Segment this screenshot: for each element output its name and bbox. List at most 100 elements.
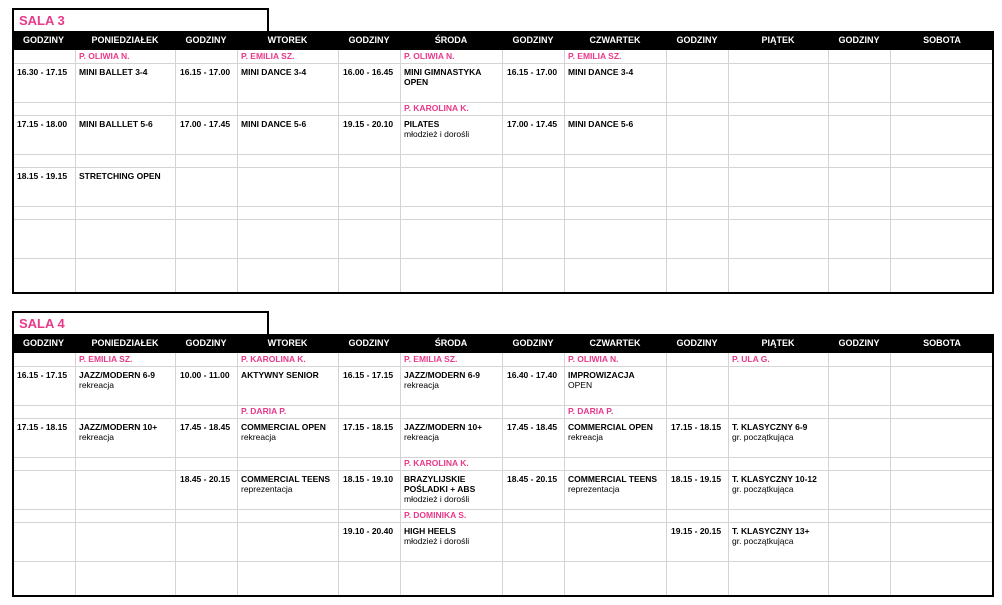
class-cell: JAZZ/MODERN 10+ rekreacja [75, 419, 175, 457]
class-name: JAZZ/MODERN 10+ [79, 422, 158, 432]
column-line [400, 50, 401, 292]
class-name: MINI BALLET 3-4 [79, 67, 148, 77]
class-cell: T. KLASYCZNY 13+ gr. początkująca [728, 523, 828, 561]
time: 19.10 - 20.40 [343, 526, 394, 536]
header-cell: GODZINY [512, 35, 554, 45]
class-cell: JAZZ/MODERN 6-9 rekreacja [75, 367, 175, 405]
row-line [14, 522, 992, 523]
row-line [14, 457, 992, 458]
time: 18.15 - 19.15 [17, 171, 68, 181]
row-line [14, 405, 992, 406]
class-name: HIGH HEELS [404, 526, 456, 536]
row-line [14, 258, 992, 259]
class-note: rekreacja [404, 432, 439, 442]
column-line [175, 353, 176, 595]
header-cell: ŚRODA [434, 35, 468, 45]
column-line [175, 50, 176, 292]
class-cell: T. KLASYCZNY 10-12 gr. początkująca [728, 471, 828, 509]
class-name: IMPROWIZACJA [568, 370, 635, 380]
class-name: JAZZ/MODERN 10+ [404, 422, 483, 432]
time: 16.15 - 17.15 [343, 370, 394, 380]
class-note: rekreacja [79, 432, 114, 442]
time: 17.15 - 18.00 [17, 119, 68, 129]
teacher: P. OLIWIA N. [79, 51, 130, 61]
row-line [14, 509, 992, 510]
header-cell: CZWARTEK [589, 35, 641, 45]
class-cell: COMMERCIAL OPEN rekreacja [237, 419, 338, 457]
teacher: P. EMILIA SZ. [79, 354, 133, 364]
column-line [890, 353, 891, 595]
header-cell: PIĄTEK [761, 35, 795, 45]
column-line [400, 353, 401, 595]
class-cell: COMMERCIAL OPEN rekreacja [564, 419, 666, 457]
header-cell: SOBOTA [923, 35, 961, 45]
time: 17.15 - 18.15 [343, 422, 394, 432]
column-line [890, 50, 891, 292]
class-name: T. KLASYCZNY 13+ [732, 526, 810, 536]
teacher: P. ULA G. [732, 354, 770, 364]
column-line [564, 353, 565, 595]
class-name: COMMERCIAL TEENS [241, 474, 331, 484]
header-cell: PONIEDZIAŁEK [91, 338, 159, 348]
class-note: młodzież i dorośli [404, 494, 470, 504]
time: 18.45 - 20.15 [180, 474, 231, 484]
column-line [666, 353, 667, 595]
column-line [75, 353, 76, 595]
row-line [14, 418, 992, 419]
header-cell: GODZINY [22, 35, 64, 45]
column-line [338, 353, 339, 595]
class-name: COMMERCIAL OPEN [241, 422, 326, 432]
header-cell: GODZINY [22, 338, 64, 348]
class-name: T. KLASYCZNY 6-9 [732, 422, 808, 432]
column-line [338, 50, 339, 292]
time: 18.45 - 20.15 [507, 474, 558, 484]
row-line [14, 102, 992, 103]
time: 16.15 - 17.15 [17, 370, 68, 380]
header-row [12, 31, 994, 50]
class-note: rekreacja [568, 432, 603, 442]
class-cell: MINI DANCE 5-6 [564, 116, 666, 154]
class-note: reprezentacja [241, 484, 293, 494]
header-cell: GODZINY [838, 338, 880, 348]
teacher: P. KAROLINA K. [404, 458, 469, 468]
header-cell: PONIEDZIAŁEK [91, 35, 159, 45]
section-box [12, 50, 994, 294]
column-line [237, 50, 238, 292]
teacher: P. DARIA P. [241, 406, 287, 416]
class-name: T. KLASYCZNY 10-12 [732, 474, 817, 484]
row-line [14, 115, 992, 116]
class-cell: JAZZ/MODERN 6-9 rekreacja [400, 367, 502, 405]
column-line [728, 353, 729, 595]
class-cell: COMMERCIAL TEENS reprezentacja [564, 471, 666, 509]
time: 19.15 - 20.10 [343, 119, 394, 129]
class-note: młodzież i dorośli [404, 536, 470, 546]
header-cell: GODZINY [676, 35, 718, 45]
time: 17.15 - 18.15 [671, 422, 722, 432]
row-line [14, 470, 992, 471]
class-name: MINI DANCE 3-4 [568, 67, 634, 77]
class-cell: HIGH HEELS młodzież i dorośli [400, 523, 502, 561]
header-cell: GODZINY [348, 35, 390, 45]
class-name: MINI DANCE 3-4 [241, 67, 307, 77]
class-name: BRAZYLIJSKIE POŚLADKI + ABS [404, 474, 476, 494]
header-cell: GODZINY [185, 35, 227, 45]
class-name: PILATES [404, 119, 440, 129]
row-line [14, 366, 992, 367]
header-cell: GODZINY [185, 338, 227, 348]
class-name: MINI BALLLET 5-6 [79, 119, 153, 129]
class-cell: BRAZYLIJSKIE POŚLADKI + ABS młodzież i do… [400, 471, 502, 509]
class-name: MINI DANCE 5-6 [241, 119, 307, 129]
class-note: gr. początkująca [732, 432, 794, 442]
teacher: P. OLIWIA N. [568, 354, 619, 364]
time: 17.00 - 17.45 [180, 119, 231, 129]
header-cell: WTOREK [267, 338, 308, 348]
header-cell: GODZINY [676, 338, 718, 348]
time: 19.15 - 20.15 [671, 526, 722, 536]
section-box [12, 353, 994, 597]
class-cell: MINI BALLET 3-4 [75, 64, 175, 102]
column-line [564, 50, 565, 292]
time: 17.00 - 17.45 [507, 119, 558, 129]
class-name: MINI GIMNASTYKA OPEN [404, 67, 482, 87]
row-line [14, 219, 992, 220]
time: 17.15 - 18.15 [17, 422, 68, 432]
